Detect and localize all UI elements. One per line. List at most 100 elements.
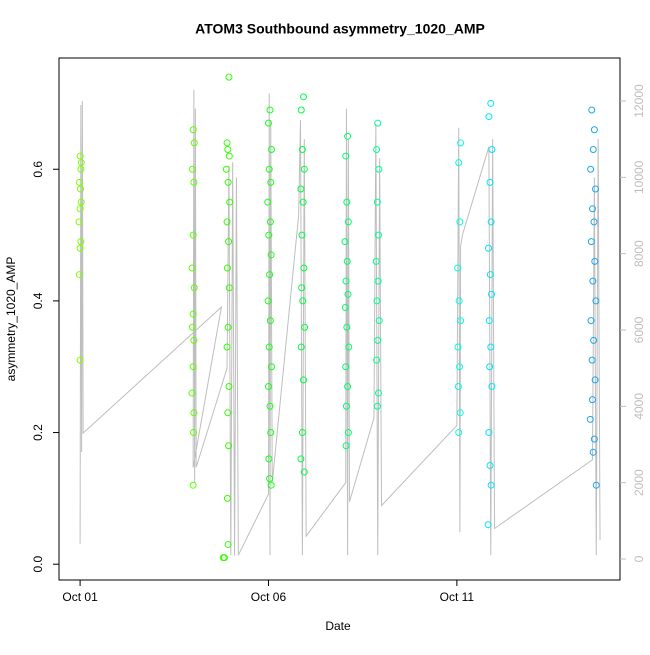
point <box>76 244 84 252</box>
point <box>373 198 381 206</box>
point <box>225 382 233 390</box>
point <box>75 218 83 226</box>
point <box>373 402 381 410</box>
y2-tick-label: 6000 <box>632 316 646 343</box>
y2-tick-label: 12000 <box>632 84 646 118</box>
point <box>265 231 273 239</box>
point <box>301 323 309 331</box>
point <box>298 429 306 437</box>
point <box>224 540 232 548</box>
chart-title: ATOM3 Southbound asymmetry_1020_AMP <box>195 21 485 37</box>
point <box>297 343 305 351</box>
point <box>589 448 597 456</box>
y-tick-label: 0.4 <box>31 292 45 309</box>
point <box>190 409 198 417</box>
point <box>225 73 233 81</box>
point <box>189 481 197 489</box>
y2-tick-label: 10000 <box>632 160 646 194</box>
point <box>374 231 382 239</box>
point <box>343 257 351 265</box>
point <box>484 521 492 529</box>
point <box>190 178 198 186</box>
point <box>77 238 85 246</box>
point <box>590 435 598 443</box>
point <box>342 363 350 371</box>
point <box>455 429 463 437</box>
point <box>373 356 381 364</box>
point <box>77 165 85 173</box>
point <box>590 336 598 344</box>
point <box>300 165 308 173</box>
point <box>75 178 83 186</box>
plot-frame <box>58 57 621 581</box>
point <box>220 554 228 562</box>
point <box>455 159 463 167</box>
point <box>300 376 308 384</box>
point <box>487 481 495 489</box>
point <box>454 264 462 272</box>
point <box>345 343 353 351</box>
point <box>591 376 599 384</box>
point <box>265 455 273 463</box>
point <box>222 165 230 173</box>
point <box>223 494 231 502</box>
point <box>267 429 275 437</box>
point <box>225 238 233 246</box>
point <box>587 238 595 246</box>
point <box>267 178 275 186</box>
point <box>586 415 594 423</box>
point <box>588 396 596 404</box>
point <box>343 323 351 331</box>
point <box>485 429 493 437</box>
point <box>300 468 308 476</box>
point <box>76 152 84 160</box>
y-axis-label: asymmetry_1020_AMP <box>4 257 18 382</box>
point <box>189 363 197 371</box>
point <box>299 198 307 206</box>
point <box>76 205 84 213</box>
point <box>591 257 599 265</box>
point <box>267 251 275 259</box>
y2-tick-label: 0 <box>632 555 646 562</box>
y2-line <box>79 89 601 556</box>
point <box>488 382 496 390</box>
point <box>588 356 596 364</box>
point <box>298 284 306 292</box>
point <box>298 231 306 239</box>
point <box>485 113 493 121</box>
point <box>457 317 465 325</box>
point <box>374 336 382 344</box>
point <box>487 99 495 107</box>
point <box>264 198 272 206</box>
point <box>344 132 352 140</box>
point <box>344 382 352 390</box>
point <box>75 271 83 279</box>
point <box>373 145 381 153</box>
point <box>190 284 198 292</box>
point <box>266 475 274 483</box>
point <box>375 317 383 325</box>
point <box>225 284 233 292</box>
point <box>341 303 349 311</box>
point <box>587 165 595 173</box>
point <box>266 271 274 279</box>
point <box>342 277 350 285</box>
point <box>592 297 600 305</box>
point <box>300 93 308 101</box>
x-axis-label: Date <box>325 619 351 633</box>
point <box>76 356 84 364</box>
point <box>485 244 493 252</box>
point <box>267 145 275 153</box>
point <box>485 317 493 325</box>
point <box>592 185 600 193</box>
x-tick-label: Oct 01 <box>62 590 98 604</box>
point <box>590 218 598 226</box>
point <box>588 106 596 114</box>
point <box>297 106 305 114</box>
y2-tick-label: 8000 <box>632 240 646 267</box>
point <box>344 218 352 226</box>
point <box>344 290 352 298</box>
point <box>590 126 598 134</box>
x-tick-label: Oct 11 <box>440 590 475 604</box>
point <box>190 336 198 344</box>
